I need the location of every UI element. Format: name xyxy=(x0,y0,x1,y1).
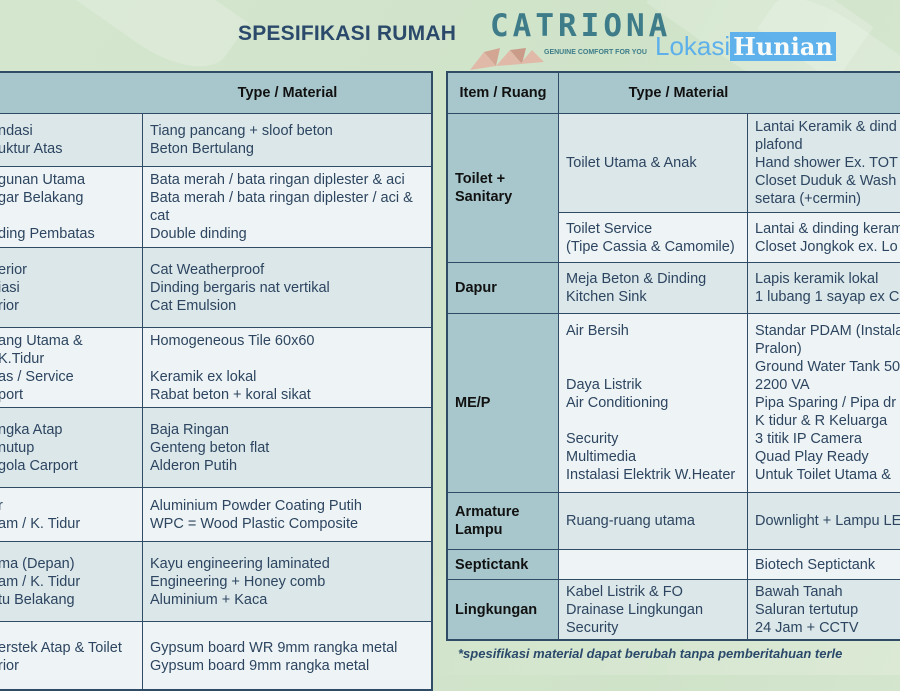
watermark-part1: Lokasi xyxy=(655,31,731,61)
right-group-label: Septictank xyxy=(448,550,559,580)
left-header: Type / Material xyxy=(0,73,431,114)
right-header-type: Type / Material xyxy=(559,73,900,114)
right-header-type-label: Type / Material xyxy=(628,85,729,101)
right-group-label: Dapur xyxy=(448,263,559,314)
watermark-part2: Hunian xyxy=(730,32,836,61)
page-title: SPESIFIKASI RUMAH xyxy=(238,22,457,45)
right-row-ruang: Ruang-ruang utama xyxy=(559,493,748,550)
right-group-label: Armature Lampu xyxy=(448,493,559,550)
right-row-material: Biotech Septictank xyxy=(748,550,900,580)
left-row-item: erstek Atap & Toilet rior xyxy=(0,622,143,689)
logo-triangles-icon xyxy=(470,48,544,70)
right-row-ruang: Toilet Service (Tipe Cassia & Camomile) xyxy=(559,213,748,263)
right-row-material: Lantai Keramik & dind plafond Hand showe… xyxy=(748,114,900,213)
right-row-ruang xyxy=(559,550,748,580)
left-row-item: ngka Atap nutup gola Carport xyxy=(0,408,143,488)
right-header-item: Item / Ruang xyxy=(448,73,559,114)
spec-table-right: Item / Ruang Type / Material Toilet + Sa… xyxy=(446,71,900,641)
logo-wordmark: CATRIONA xyxy=(490,8,672,44)
right-group-label: ME/P xyxy=(448,314,559,493)
right-row-material: Downlight + Lampu LE xyxy=(748,493,900,550)
left-row-material: Homogeneous Tile 60x60 Keramik ex lokal … xyxy=(143,328,431,408)
right-row-ruang: Air Bersih Daya Listrik Air Conditioning… xyxy=(559,314,748,493)
right-row-material: Bawah Tanah Saluran tertutup 24 Jam + CC… xyxy=(748,580,900,639)
left-row-item: ang Utama & K.Tidur as / Service port xyxy=(0,328,143,408)
left-row-material: Aluminium Powder Coating Putih WPC = Woo… xyxy=(143,488,431,542)
right-group-label: Toilet + Sanitary xyxy=(448,114,559,263)
left-row-material: Cat Weatherproof Dinding bergaris nat ve… xyxy=(143,248,431,328)
right-row-ruang: Meja Beton & Dinding Kitchen Sink xyxy=(559,263,748,314)
spec-table-left: Type / Material ndasi uktur Atas Tiang pa… xyxy=(0,71,433,691)
left-row-item: r am / K. Tidur xyxy=(0,488,143,542)
left-row-material: Baja Ringan Genteng beton flat Alderon P… xyxy=(143,408,431,488)
left-row-item: ndasi uktur Atas xyxy=(0,114,143,167)
right-row-material: Lapis keramik lokal 1 lubang 1 sayap ex … xyxy=(748,263,900,314)
left-header-label: Type / Material xyxy=(237,85,338,101)
left-row-item: gunan Utama gar Belakang ding Pembatas xyxy=(0,167,143,248)
footnote: *spesifikasi material dapat berubah tanp… xyxy=(458,646,843,661)
right-row-ruang: Toilet Utama & Anak xyxy=(559,114,748,213)
left-row-item: ma (Depan) am / K. Tidur tu Belakang xyxy=(0,542,143,622)
left-row-material: Kayu engineering laminated Engineering +… xyxy=(143,542,431,622)
catriona-logo: CATRIONA GENUINE COMFORT FOR YOU xyxy=(470,8,667,70)
left-row-material: Tiang pancang + sloof beton Beton Bertul… xyxy=(143,114,431,167)
right-row-material: Lantai & dinding keram Closet Jongkok ex… xyxy=(748,213,900,263)
left-row-item: erior iasi rior xyxy=(0,248,143,328)
left-row-material: Bata merah / bata ringan diplester & aci… xyxy=(143,167,431,248)
logo-tagline: GENUINE COMFORT FOR YOU xyxy=(544,49,647,56)
right-row-ruang: Kabel Listrik & FO Drainase Lingkungan S… xyxy=(559,580,748,639)
right-row-material: Standar PDAM (Instala Pralon) Ground Wat… xyxy=(748,314,900,493)
watermark: Lokasi Hunian xyxy=(655,30,836,63)
right-group-label: Lingkungan xyxy=(448,580,559,639)
left-row-material: Gypsum board WR 9mm rangka metal Gypsum … xyxy=(143,622,431,689)
